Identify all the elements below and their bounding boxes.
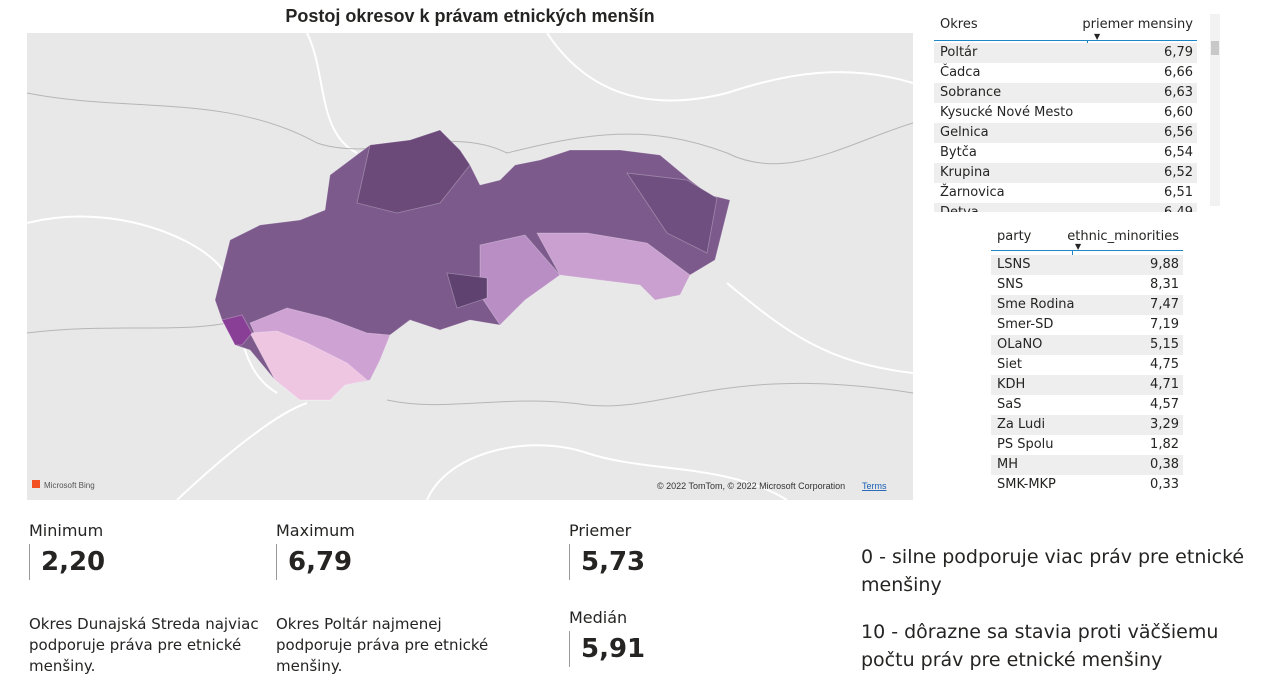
- map-attribution: © 2022 TomTom, © 2022 Microsoft Corporat…: [657, 481, 845, 491]
- kpi-label: Minimum: [29, 521, 104, 540]
- table-row[interactable]: Žarnovica 6,51: [934, 183, 1197, 203]
- cell-name: Smer-SD: [997, 317, 1054, 332]
- table-row[interactable]: Krupina 6,52: [934, 163, 1197, 183]
- cell-value: 6,54: [1164, 145, 1193, 160]
- table-row[interactable]: Gelnica 6,56: [934, 123, 1197, 143]
- cell-value: 9,88: [1150, 257, 1179, 272]
- header-line: [934, 40, 1197, 41]
- cell-value: 6,60: [1164, 105, 1193, 120]
- header-line: [991, 250, 1183, 251]
- cell-value: 4,71: [1150, 377, 1179, 392]
- table-header[interactable]: priemer mensiny: [1082, 17, 1193, 32]
- kpi-value: 2,20: [29, 544, 105, 580]
- cell-value: 3,29: [1150, 417, 1179, 432]
- cell-value: 6,56: [1164, 125, 1193, 140]
- cell-value: 5,15: [1150, 337, 1179, 352]
- table-row[interactable]: SaS 4,57: [991, 395, 1183, 415]
- kpi-value: 5,91: [569, 631, 645, 667]
- cell-name: Krupina: [940, 165, 991, 180]
- description: Okres Dunajská Streda najviac podporuje …: [29, 615, 259, 675]
- cell-value: 6,51: [1164, 185, 1193, 200]
- cell-name: Detva: [940, 203, 979, 212]
- table-row[interactable]: Za Ludi 3,29: [991, 415, 1183, 435]
- kpi-label: Maximum: [276, 521, 355, 540]
- cell-value: 6,63: [1164, 85, 1193, 100]
- district-table[interactable]: Okres priemer mensiny ▼ Poltár 6,79 Čadca 6…: [934, 12, 1197, 212]
- cell-value: 4,75: [1150, 357, 1179, 372]
- cell-name: SNS: [997, 277, 1024, 292]
- table-row[interactable]: SMK-MKP 0,33: [991, 475, 1183, 495]
- party-table[interactable]: party ethnic_minorities ▼ LSNS 9,88 SNS 8,3…: [991, 225, 1183, 495]
- scale-note: 10 - dôrazne sa stavia proti väčšiemu po…: [861, 621, 1219, 671]
- table-row[interactable]: MH 0,38: [991, 455, 1183, 475]
- map[interactable]: Microsoft Bing © 2022 TomTom, © 2022 Mic…: [27, 33, 913, 500]
- description: Okres Poltár najmenej podporuje práva pr…: [276, 615, 489, 675]
- cell-name: Za Ludi: [997, 417, 1046, 432]
- scrollbar[interactable]: [1210, 14, 1220, 206]
- map-title: Postoj okresov k právam etnických menšín: [285, 6, 655, 26]
- cell-name: Žarnovica: [940, 185, 1005, 200]
- table-row[interactable]: Sobrance 6,63: [934, 83, 1197, 103]
- cell-value: 0,38: [1150, 457, 1179, 472]
- table-row[interactable]: Kysucké Nové Mesto 6,60: [934, 103, 1197, 123]
- scroll-thumb[interactable]: [1211, 41, 1219, 55]
- cell-value: 6,66: [1164, 65, 1193, 80]
- cell-value: 0,33: [1150, 477, 1179, 492]
- table-row[interactable]: Čadca 6,66: [934, 63, 1197, 83]
- table-row[interactable]: Siet 4,75: [991, 355, 1183, 375]
- cell-name: Gelnica: [940, 125, 989, 140]
- bing-logo: [32, 480, 40, 488]
- table-row[interactable]: Detva 6,49: [934, 203, 1197, 212]
- kpi-label: Medián: [569, 608, 628, 627]
- table-row[interactable]: Bytča 6,54: [934, 143, 1197, 163]
- map-terms[interactable]: Terms: [862, 481, 887, 491]
- table-header: party: [997, 229, 1032, 244]
- cell-name: LSNS: [997, 257, 1031, 272]
- map-background: [27, 33, 913, 500]
- kpi-value: 6,79: [276, 544, 352, 580]
- cell-name: Poltár: [940, 45, 978, 60]
- cell-name: Čadca: [940, 65, 981, 80]
- cell-value: 1,82: [1150, 437, 1179, 452]
- cell-name: PS Spolu: [997, 437, 1054, 452]
- cell-value: 8,31: [1150, 277, 1179, 292]
- cell-name: SaS: [997, 397, 1022, 412]
- sort-arrow: ▼: [1094, 32, 1101, 41]
- map-canvas: Microsoft Bing © 2022 TomTom, © 2022 Mic…: [27, 33, 913, 500]
- map-borders: [27, 92, 913, 407]
- cell-name: Bytča: [940, 145, 977, 160]
- cell-name: OLaNO: [997, 337, 1043, 352]
- map-logo: Microsoft Bing: [44, 481, 95, 490]
- table-header[interactable]: ethnic_minorities: [1067, 229, 1179, 244]
- table-row[interactable]: LSNS 9,88: [991, 255, 1183, 275]
- scale-note: 0 - silne podporuje viac práv pre etnick…: [861, 546, 1245, 596]
- sort-arrow: ▼: [1075, 242, 1082, 251]
- cell-value: 6,49: [1164, 203, 1193, 212]
- table-row[interactable]: PS Spolu 1,82: [991, 435, 1183, 455]
- table-row[interactable]: Poltár 6,79: [934, 43, 1197, 63]
- cell-name: Kysucké Nové Mesto: [940, 105, 1074, 120]
- cell-value: 7,47: [1150, 297, 1179, 312]
- cell-value: 6,79: [1164, 45, 1193, 60]
- cell-name: KDH: [997, 377, 1026, 392]
- cell-value: 7,19: [1150, 317, 1179, 332]
- cell-name: MH: [997, 457, 1018, 472]
- table-row[interactable]: Smer-SD 7,19: [991, 315, 1183, 335]
- table-row[interactable]: OLaNO 5,15: [991, 335, 1183, 355]
- kpi-label: Priemer: [569, 521, 632, 540]
- table-header: Okres: [940, 17, 978, 32]
- cell-name: Sobrance: [940, 85, 1002, 100]
- cell-value: 4,57: [1150, 397, 1179, 412]
- cell-value: 6,52: [1164, 165, 1193, 180]
- cell-name: Siet: [997, 357, 1022, 372]
- cell-name: Sme Rodina: [997, 297, 1075, 312]
- table-row[interactable]: KDH 4,71: [991, 375, 1183, 395]
- table-row[interactable]: Sme Rodina 7,47: [991, 295, 1183, 315]
- cell-name: SMK-MKP: [997, 477, 1056, 492]
- table-row[interactable]: SNS 8,31: [991, 275, 1183, 295]
- slovakia-districts[interactable]: [214, 129, 731, 401]
- kpi-value: 5,73: [569, 544, 645, 580]
